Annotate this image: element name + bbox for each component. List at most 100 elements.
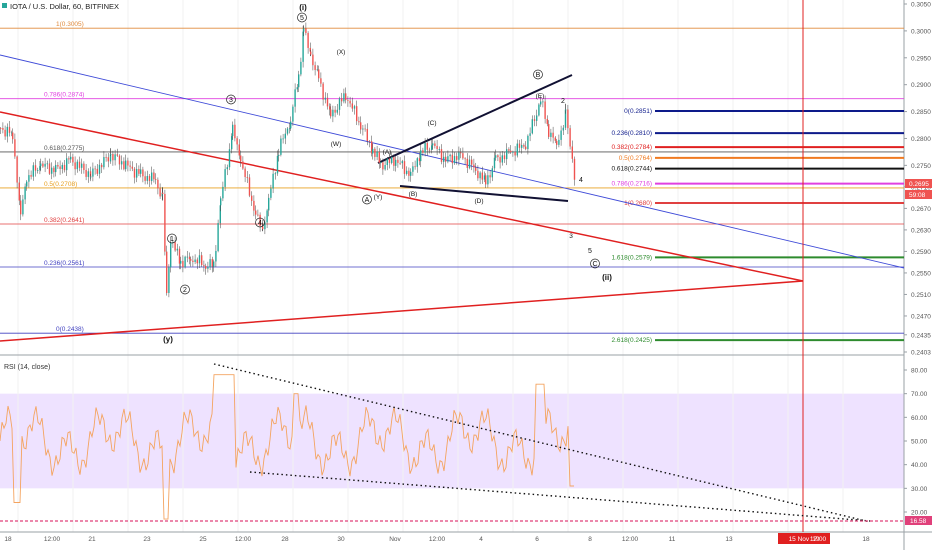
candle-body xyxy=(399,162,401,164)
fib-right-label: 0.236(0.2810) xyxy=(612,130,652,137)
candle-body xyxy=(85,169,87,177)
candle-body xyxy=(94,168,96,170)
candle-body xyxy=(244,168,246,177)
countdown-text: 59:08 xyxy=(909,192,926,199)
candle-body xyxy=(508,149,510,151)
candle-body xyxy=(201,255,203,265)
candle-body xyxy=(96,168,98,174)
candle-body xyxy=(533,119,536,121)
candle-body xyxy=(270,188,272,198)
time-tick-label: 12:00 xyxy=(44,536,61,543)
candle-body xyxy=(388,158,391,163)
candle-body xyxy=(24,186,26,200)
candle-body xyxy=(382,162,384,170)
wave-circle xyxy=(590,258,600,269)
candle-body xyxy=(436,145,438,150)
last-price-tag xyxy=(905,179,932,188)
rsi-tick-label: 40.00 xyxy=(911,462,928,469)
candle-body xyxy=(136,169,138,178)
candle-body xyxy=(72,156,74,163)
candle-body xyxy=(161,192,163,197)
fib-right-label: 0.382(0.2784) xyxy=(612,144,652,151)
candle-body xyxy=(157,179,159,189)
candle-body xyxy=(564,109,567,128)
candle-body xyxy=(294,89,296,107)
candle-body xyxy=(190,259,192,261)
wave-label: (D) xyxy=(474,198,483,205)
price-tick-label: 0.2750 xyxy=(911,163,931,170)
candle-body xyxy=(146,175,148,181)
rsi-tick-label: 20.00 xyxy=(911,510,928,517)
candle-body xyxy=(412,166,414,172)
candle-body xyxy=(426,143,428,150)
candle-body xyxy=(251,195,253,201)
time-tick-label: Nov xyxy=(389,536,401,543)
candle-body xyxy=(406,170,408,174)
candle-body xyxy=(371,141,373,154)
time-marker-label: 15 Nov '19 xyxy=(789,536,820,543)
candle-body xyxy=(57,164,59,167)
price-tick-label: 0.2850 xyxy=(911,109,931,116)
candle-body xyxy=(248,177,251,196)
candle-body xyxy=(39,166,41,171)
candle-body xyxy=(211,259,213,267)
time-marker-tag xyxy=(778,533,830,544)
price-tick-label: 0.2403 xyxy=(911,350,931,357)
price-tick-label: 0.2900 xyxy=(911,82,931,89)
candle-body xyxy=(70,156,72,160)
candle-body xyxy=(310,51,312,55)
fib-right-label: 1(0.2680) xyxy=(624,200,652,207)
candle-body xyxy=(144,176,146,181)
candle-body xyxy=(491,168,493,178)
rsi-tick-label: 60.00 xyxy=(911,415,928,422)
candle-body xyxy=(320,78,322,84)
candle-body xyxy=(194,259,196,263)
time-tick-label: 13 xyxy=(725,536,733,543)
candle-body xyxy=(384,165,386,170)
candle-body xyxy=(318,69,320,79)
candle-body xyxy=(219,205,221,224)
candle-body xyxy=(503,155,506,160)
candle-body xyxy=(428,149,431,151)
candle-body xyxy=(432,143,434,146)
candle-body xyxy=(449,154,451,157)
wave-label: (A) xyxy=(383,149,392,156)
candle-body xyxy=(374,148,376,157)
price-tick-label: 0.2510 xyxy=(911,292,931,299)
price-tick-label: 0.2800 xyxy=(911,136,931,143)
candle-body xyxy=(422,150,424,153)
chart-title: IOTA / U.S. Dollar, 60, BITFINEX xyxy=(10,2,119,11)
candle-body xyxy=(198,255,201,264)
time-tick-label: 18 xyxy=(862,536,870,543)
candle-body xyxy=(217,223,219,251)
candle-body xyxy=(345,93,347,101)
candle-body xyxy=(458,152,460,160)
wave-label: (y) xyxy=(163,335,173,344)
candle-body xyxy=(274,173,276,175)
candle-body xyxy=(44,163,46,167)
candle-body xyxy=(558,139,560,145)
candle-body xyxy=(403,161,406,174)
candle-body xyxy=(109,154,112,162)
candle-body xyxy=(215,250,217,262)
candle-body xyxy=(174,242,176,251)
candle-body xyxy=(240,155,242,162)
candle-body xyxy=(280,138,282,155)
wave-label: A xyxy=(365,197,370,204)
candle-body xyxy=(162,192,164,194)
candle-body xyxy=(142,169,144,177)
wave-label: 2 xyxy=(183,287,187,294)
candle-body xyxy=(16,156,18,183)
candle-body xyxy=(302,31,304,62)
candle-body xyxy=(468,159,471,168)
candle-body xyxy=(123,161,125,170)
candle-body xyxy=(460,152,462,154)
candle-body xyxy=(329,106,331,110)
candle-body xyxy=(292,106,294,122)
candle-body xyxy=(438,149,440,150)
candle-body xyxy=(22,199,24,215)
time-tick-label: 8 xyxy=(588,536,592,543)
candle-body xyxy=(155,179,157,181)
candle-body xyxy=(332,109,334,117)
